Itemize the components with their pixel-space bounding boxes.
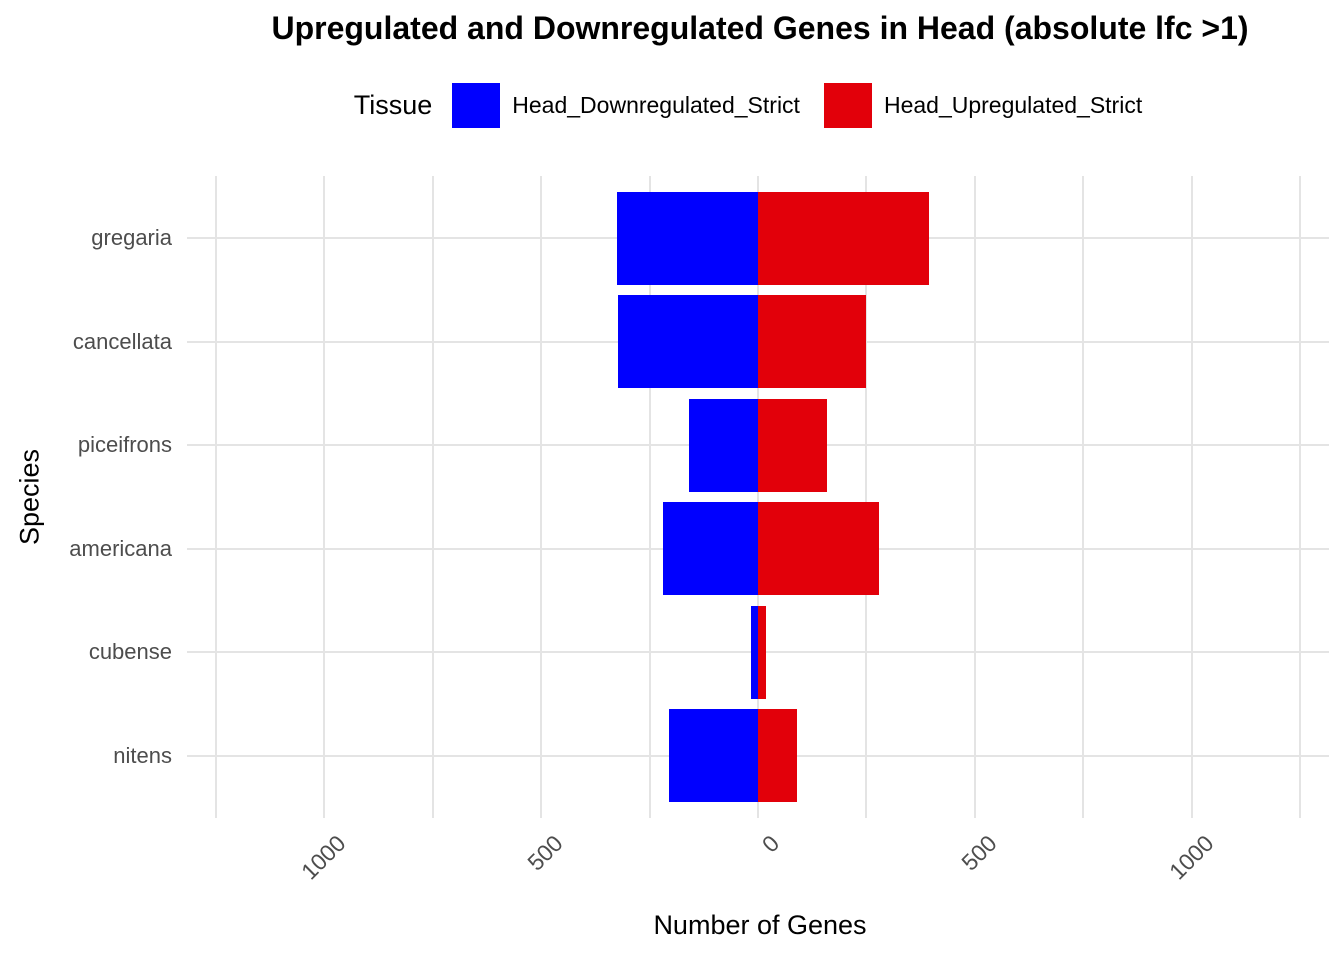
bar-americana-up <box>758 502 880 596</box>
y-tick-label-cancellata: cancellata <box>72 328 172 354</box>
chart-title: Upregulated and Downregulated Genes in H… <box>271 10 1249 46</box>
gridline-vertical <box>757 176 759 818</box>
y-tick-label-cubense: cubense <box>88 639 172 665</box>
x-tick-label: 500 <box>521 830 568 876</box>
y-tick-label-gregaria: gregaria <box>91 225 172 251</box>
bar-cubense-up <box>758 605 766 699</box>
gridline-vertical <box>214 176 217 818</box>
gridline-vertical <box>540 176 543 818</box>
bar-piceifrons-up <box>758 398 828 492</box>
gridline-vertical <box>1190 176 1193 818</box>
legend-item-upregulated: Head_Upregulated_Strict <box>823 82 1143 128</box>
bar-gregaria-up <box>758 191 929 285</box>
legend-title: Tissue <box>353 89 433 120</box>
y-tick-label-nitens: nitens <box>113 742 172 768</box>
bar-gregaria-down <box>616 191 758 285</box>
legend-label-downregulated: Head_Downregulated_Strict <box>512 91 800 118</box>
legend-swatch-upregulated-icon <box>823 82 872 128</box>
gridline-vertical <box>973 176 976 818</box>
gridline-vertical <box>865 176 868 818</box>
bar-nitens-down <box>669 709 758 803</box>
bar-cancellata-up <box>758 295 866 389</box>
gridline-vertical <box>323 176 326 818</box>
gridline-vertical <box>1299 176 1302 818</box>
legend-label-upregulated: Head_Upregulated_Strict <box>883 91 1143 118</box>
x-tick-label: 1000 <box>1163 830 1219 885</box>
bar-americana-down <box>662 502 758 596</box>
y-tick-label-piceifrons: piceifrons <box>77 432 172 458</box>
x-axis-title: Number of Genes <box>653 910 867 940</box>
legend-swatch-downregulated-icon <box>452 82 501 128</box>
legend: Tissue Head_Downregulated_Strict Head_Up… <box>176 78 1344 132</box>
gridline-vertical <box>1082 176 1085 818</box>
legend-item-downregulated: Head_Downregulated_Strict <box>452 82 800 128</box>
plot-panel <box>187 176 1329 818</box>
bar-cubense-down <box>750 605 758 699</box>
gridline-vertical <box>648 176 651 818</box>
y-axis-title: Species <box>14 448 45 546</box>
bar-nitens-up <box>758 709 797 803</box>
x-tick-label: 0 <box>756 830 785 858</box>
x-tick-label: 500 <box>955 830 1002 876</box>
gridline-vertical <box>431 176 434 818</box>
bar-piceifrons-down <box>689 398 758 492</box>
y-tick-label-americana: americana <box>69 535 172 561</box>
bar-cancellata-down <box>618 295 758 389</box>
x-tick-label: 1000 <box>295 830 351 885</box>
